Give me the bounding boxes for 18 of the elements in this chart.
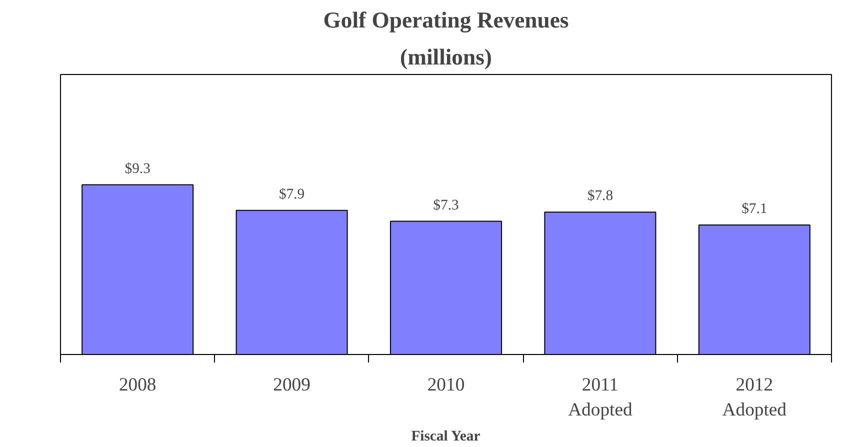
bar	[236, 210, 348, 354]
bar	[698, 224, 810, 354]
data-label: $7.8	[587, 188, 614, 204]
bar	[82, 184, 194, 354]
x-tick-label: 2009	[273, 374, 310, 396]
data-label: $9.3	[124, 160, 150, 177]
bar	[390, 220, 502, 354]
data-label: $7.1	[742, 200, 768, 217]
x-axis-title: Fiscal Year	[411, 428, 481, 445]
x-tick-label: 2008	[118, 374, 156, 396]
x-tick-label: 2010	[427, 374, 465, 396]
bar	[544, 212, 656, 354]
x-tick-label: 2011 Adopted	[568, 374, 633, 421]
x-tick-label: 2012 Adopted	[722, 374, 788, 421]
data-label: $7.9	[278, 186, 305, 202]
data-label: $7.3	[433, 197, 459, 214]
chart-subtitle: (millions)	[400, 44, 492, 70]
chart-title: Golf Operating Revenues	[323, 8, 569, 32]
